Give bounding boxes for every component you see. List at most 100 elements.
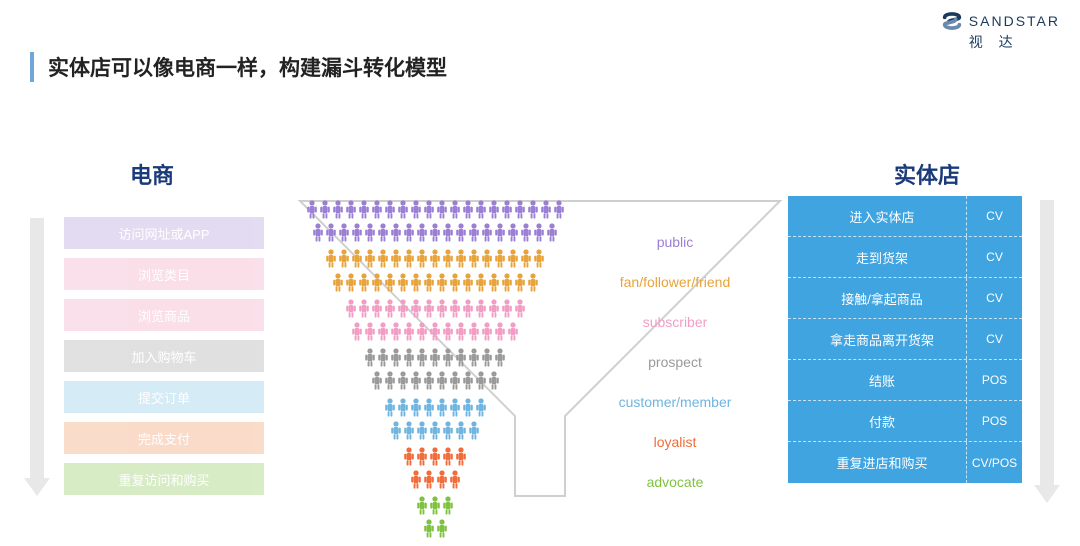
funnel-people-row [300,322,570,345]
person-icon [481,223,493,246]
person-icon [423,299,435,322]
person-icon [364,348,376,371]
funnel-people-row [300,421,570,444]
person-icon [416,421,428,444]
person-icon [449,371,461,394]
ecommerce-stage-bar: 完成支付 [64,422,264,454]
person-icon [410,200,422,223]
person-icon [429,348,441,371]
person-icon [488,299,500,322]
funnel-stage-label: public [575,222,775,262]
person-icon [390,348,402,371]
store-stage-label: 走到货架 [788,248,966,267]
funnel-people-row [300,200,570,223]
funnel-stage-label: prospect [575,342,775,382]
person-icon [468,348,480,371]
person-icon [416,447,428,470]
person-icon [455,249,467,272]
person-icon [481,249,493,272]
funnel-people [300,200,570,546]
funnel-stage-label: customer/member [575,382,775,422]
funnel-people-row [300,223,570,246]
ecommerce-stage-bar: 加入购物车 [64,340,264,372]
funnel-stage-label: fan/follower/friend [575,262,775,302]
person-icon [507,322,519,345]
person-icon [390,223,402,246]
store-stage-label: 付款 [788,412,966,431]
person-icon [475,200,487,223]
physical-store-stages: 进入实体店CV走到货架CV接触/拿起商品CV拿走商品离开货架CV结账POS付款P… [788,196,1022,483]
person-icon [384,273,396,296]
store-stage-tag: POS [966,401,1022,441]
person-icon [468,249,480,272]
store-stage-row: 拿走商品离开货架CV [788,319,1022,360]
person-icon [429,496,441,519]
store-stage-tag: POS [966,360,1022,400]
funnel-people-row [300,496,570,519]
ecommerce-stage-bar: 重复访问和购买 [64,463,264,495]
person-icon [384,398,396,421]
person-icon [351,223,363,246]
person-icon [449,200,461,223]
brand-logo: SANDSTAR 视 达 [941,10,1060,52]
person-icon [403,447,415,470]
person-icon [449,273,461,296]
funnel-people-row [300,299,570,322]
person-icon [507,223,519,246]
person-icon [494,249,506,272]
funnel-people-row [300,470,570,493]
person-icon [546,223,558,246]
store-stage-tag: CV [966,319,1022,359]
person-icon [416,496,428,519]
person-icon [351,322,363,345]
person-icon [436,470,448,493]
person-icon [358,299,370,322]
ecommerce-stage-bar: 提交订单 [64,381,264,413]
title-accent-bar [30,52,34,82]
person-icon [371,299,383,322]
store-stage-row: 走到货架CV [788,237,1022,278]
person-icon [306,200,318,223]
person-icon [514,273,526,296]
person-icon [403,249,415,272]
logo-text-en: SANDSTAR [969,13,1060,29]
person-icon [423,519,435,542]
person-icon [553,200,565,223]
person-icon [475,398,487,421]
person-icon [449,398,461,421]
person-icon [319,200,331,223]
logo-mark-icon [941,10,963,32]
person-icon [390,322,402,345]
person-icon [345,299,357,322]
funnel-people-row [300,249,570,272]
person-icon [514,200,526,223]
person-icon [325,223,337,246]
funnel-stage-label: loyalist [575,422,775,462]
person-icon [325,249,337,272]
person-icon [442,447,454,470]
person-icon [455,421,467,444]
store-stage-tag: CV [966,237,1022,277]
ecommerce-stage-bar: 浏览商品 [64,299,264,331]
person-icon [468,223,480,246]
store-stage-label: 结账 [788,371,966,390]
person-icon [475,299,487,322]
person-icon [429,223,441,246]
person-icon [358,200,370,223]
store-stage-row: 付款POS [788,401,1022,442]
person-icon [494,322,506,345]
person-icon [468,322,480,345]
person-icon [351,249,363,272]
person-icon [377,322,389,345]
person-icon [462,273,474,296]
person-icon [533,223,545,246]
person-icon [403,322,415,345]
person-icon [520,223,532,246]
person-icon [390,249,402,272]
person-icon [377,249,389,272]
person-icon [423,470,435,493]
store-stage-row: 结账POS [788,360,1022,401]
person-icon [423,200,435,223]
person-icon [364,322,376,345]
slide-title: 实体店可以像电商一样，构建漏斗转化模型 [30,52,447,82]
